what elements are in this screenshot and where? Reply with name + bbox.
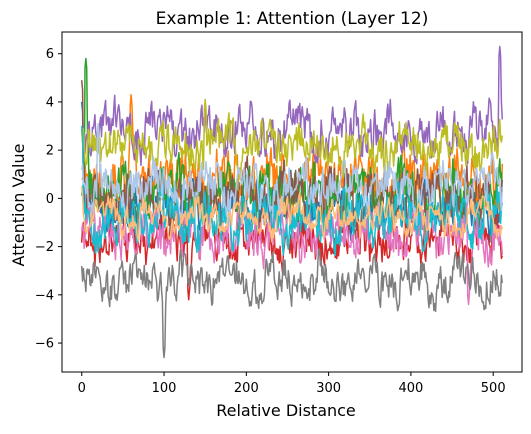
series-lines (80, 45, 504, 359)
x-tick-label: 400 (398, 381, 423, 396)
series-line-12 (80, 186, 504, 243)
series-line-9 (80, 98, 504, 181)
plot-area-frame (61, 31, 523, 373)
series-line-4 (80, 208, 504, 301)
x-axis: 0 100 200 300 400 500 (78, 372, 506, 396)
y-tick-label: 2 (46, 144, 54, 159)
x-axis-label: Relative Distance (216, 401, 356, 420)
y-tick-label: −6 (35, 337, 54, 352)
y-axis-label: Attention Value (9, 144, 28, 267)
y-tick-label: 0 (46, 192, 54, 207)
y-tick-label: 4 (46, 95, 54, 110)
x-tick-label: 0 (78, 381, 86, 396)
y-tick-label: 6 (46, 47, 54, 62)
x-tick-label: 100 (152, 381, 177, 396)
x-tick-label: 500 (481, 381, 506, 396)
chart-title: Example 1: Attention (Layer 12) (156, 9, 429, 29)
y-tick-label: −2 (35, 240, 54, 255)
y-axis: −6 −4 −2 0 2 4 6 (35, 47, 62, 352)
y-tick-label: −4 (35, 288, 54, 303)
series-line-10 (80, 125, 504, 256)
series-line-11 (80, 122, 504, 226)
series-line-8 (80, 248, 504, 359)
x-tick-label: 300 (316, 381, 341, 396)
x-tick-label: 200 (234, 381, 259, 396)
